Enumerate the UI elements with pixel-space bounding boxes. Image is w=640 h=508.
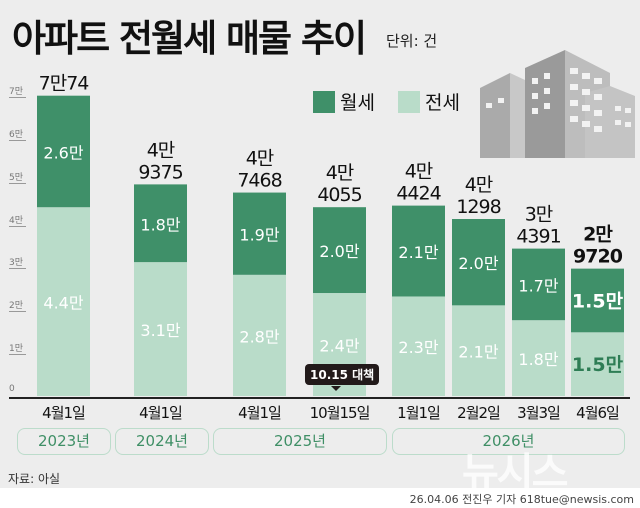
label-jeonse: 3.1만 — [140, 321, 180, 340]
y-tick-label: 6만 — [9, 127, 26, 141]
x-axis-line — [9, 397, 630, 399]
x-tick-label: 4월1일 — [42, 404, 86, 422]
x-tick-label: 4월1일 — [139, 404, 183, 422]
label-jeonse: 4.4만 — [43, 294, 83, 313]
legend-label: 전세 — [425, 92, 460, 114]
total-label: 4만 — [246, 148, 274, 170]
label-jeonse: 1.5만 — [572, 354, 624, 376]
year-2025: 2025년 — [213, 428, 387, 455]
total-label: 3만 — [525, 204, 553, 226]
bar-monthly — [233, 192, 286, 275]
year-2024: 2024년 — [115, 428, 209, 455]
label-monthly: 1.7만 — [518, 276, 558, 295]
bar-monthly — [313, 207, 366, 294]
label-jeonse: 1.8만 — [518, 350, 558, 369]
label-jeonse: 2.8만 — [239, 327, 279, 346]
bar-jeonse — [452, 305, 505, 396]
total-label: 4만 — [405, 161, 433, 183]
label-monthly: 1.5만 — [572, 290, 624, 312]
x-tick-label: 1월1일 — [397, 404, 441, 422]
year-2023: 2023년 — [17, 428, 111, 455]
legend-jeonse: 전세 — [398, 88, 460, 115]
bar-jeonse — [134, 262, 187, 396]
bar-jeonse — [512, 320, 565, 396]
label-jeonse: 2.1만 — [458, 343, 498, 362]
x-tick-label: 3월3일 — [517, 404, 561, 422]
bar-jeonse — [392, 296, 445, 396]
label-monthly: 2.0만 — [319, 242, 359, 261]
legend-swatch-monthly — [313, 90, 335, 113]
footer — [0, 488, 640, 508]
label-monthly: 1.9만 — [239, 226, 279, 245]
total-label: 9375 — [138, 161, 182, 183]
bar-jeonse — [233, 274, 286, 396]
label-monthly: 2.0만 — [458, 254, 498, 273]
bar-monthly — [37, 95, 90, 208]
total-label: 2만 — [583, 224, 613, 246]
total-label: 4만 — [326, 162, 354, 184]
page-title: 아파트 전월세 매물 추이 — [12, 17, 367, 60]
building-icon — [480, 50, 635, 158]
bar-monthly — [512, 248, 565, 321]
unit-label: 단위: 건 — [386, 32, 438, 50]
y-tick-label: 1만 — [9, 341, 26, 356]
bar-monthly — [392, 205, 445, 297]
bar-monthly — [452, 219, 505, 306]
credit-label: 26.04.06 전진우 기자 618tue@newsis.com — [409, 493, 634, 506]
total-label: 7만74 — [39, 73, 90, 95]
source-label: 자료: 아실 — [8, 472, 61, 486]
y-tick-label: 0 — [9, 384, 15, 394]
bar-chart: 4.4만2.6만7만743.1만1.8만4만93752.8만1.9만4만7468… — [37, 73, 624, 396]
x-tick-label: 10월15일 — [309, 404, 371, 422]
total-label: 9720 — [573, 246, 623, 268]
total-label: 4424 — [396, 183, 441, 205]
total-label: 4만 — [147, 139, 175, 161]
label-monthly: 2.1만 — [398, 243, 438, 262]
label-monthly: 1.8만 — [140, 215, 180, 234]
total-label: 4055 — [317, 184, 361, 206]
bar-jeonse — [571, 332, 624, 396]
total-label: 7468 — [237, 170, 281, 192]
total-label: 4만 — [465, 174, 493, 196]
label-jeonse: 2.4만 — [319, 337, 359, 356]
year-2026: 2026년 — [392, 428, 625, 455]
y-tick-label: 7만 — [9, 84, 26, 98]
x-tick-label: 2월2일 — [457, 404, 501, 422]
total-label: 4391 — [516, 226, 560, 248]
total-label: 1298 — [456, 196, 500, 218]
label-monthly: 2.6만 — [43, 143, 83, 162]
bar-jeonse — [37, 207, 90, 396]
y-tick-label: 3만 — [9, 255, 26, 270]
legend-monthly: 월세 — [313, 88, 375, 115]
policy-callout: 10.15 대책 — [305, 364, 380, 391]
legend-label: 월세 — [340, 92, 375, 114]
y-tick-label: 2만 — [9, 298, 26, 313]
legend-swatch-jeonse — [398, 90, 420, 113]
y-tick-label: 5만 — [9, 170, 26, 184]
x-tick-label: 4월6일 — [576, 404, 620, 422]
bar-monthly — [571, 268, 624, 333]
label-jeonse: 2.3만 — [398, 338, 438, 357]
bar-monthly — [134, 184, 187, 263]
x-tick-label: 4월1일 — [238, 404, 282, 422]
y-tick-label: 4만 — [9, 213, 26, 227]
